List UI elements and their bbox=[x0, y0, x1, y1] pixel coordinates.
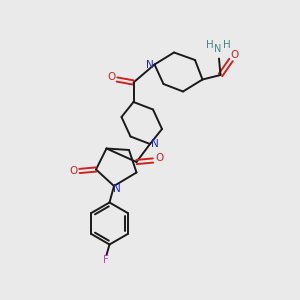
Text: H: H bbox=[206, 40, 214, 50]
Text: O: O bbox=[155, 152, 163, 163]
Text: F: F bbox=[103, 255, 109, 265]
Text: N: N bbox=[113, 184, 121, 194]
Text: N: N bbox=[214, 44, 222, 55]
Text: O: O bbox=[69, 166, 78, 176]
Text: N: N bbox=[146, 59, 154, 70]
Text: H: H bbox=[223, 40, 231, 50]
Text: O: O bbox=[230, 50, 239, 61]
Text: N: N bbox=[151, 139, 158, 149]
Text: O: O bbox=[107, 71, 115, 82]
